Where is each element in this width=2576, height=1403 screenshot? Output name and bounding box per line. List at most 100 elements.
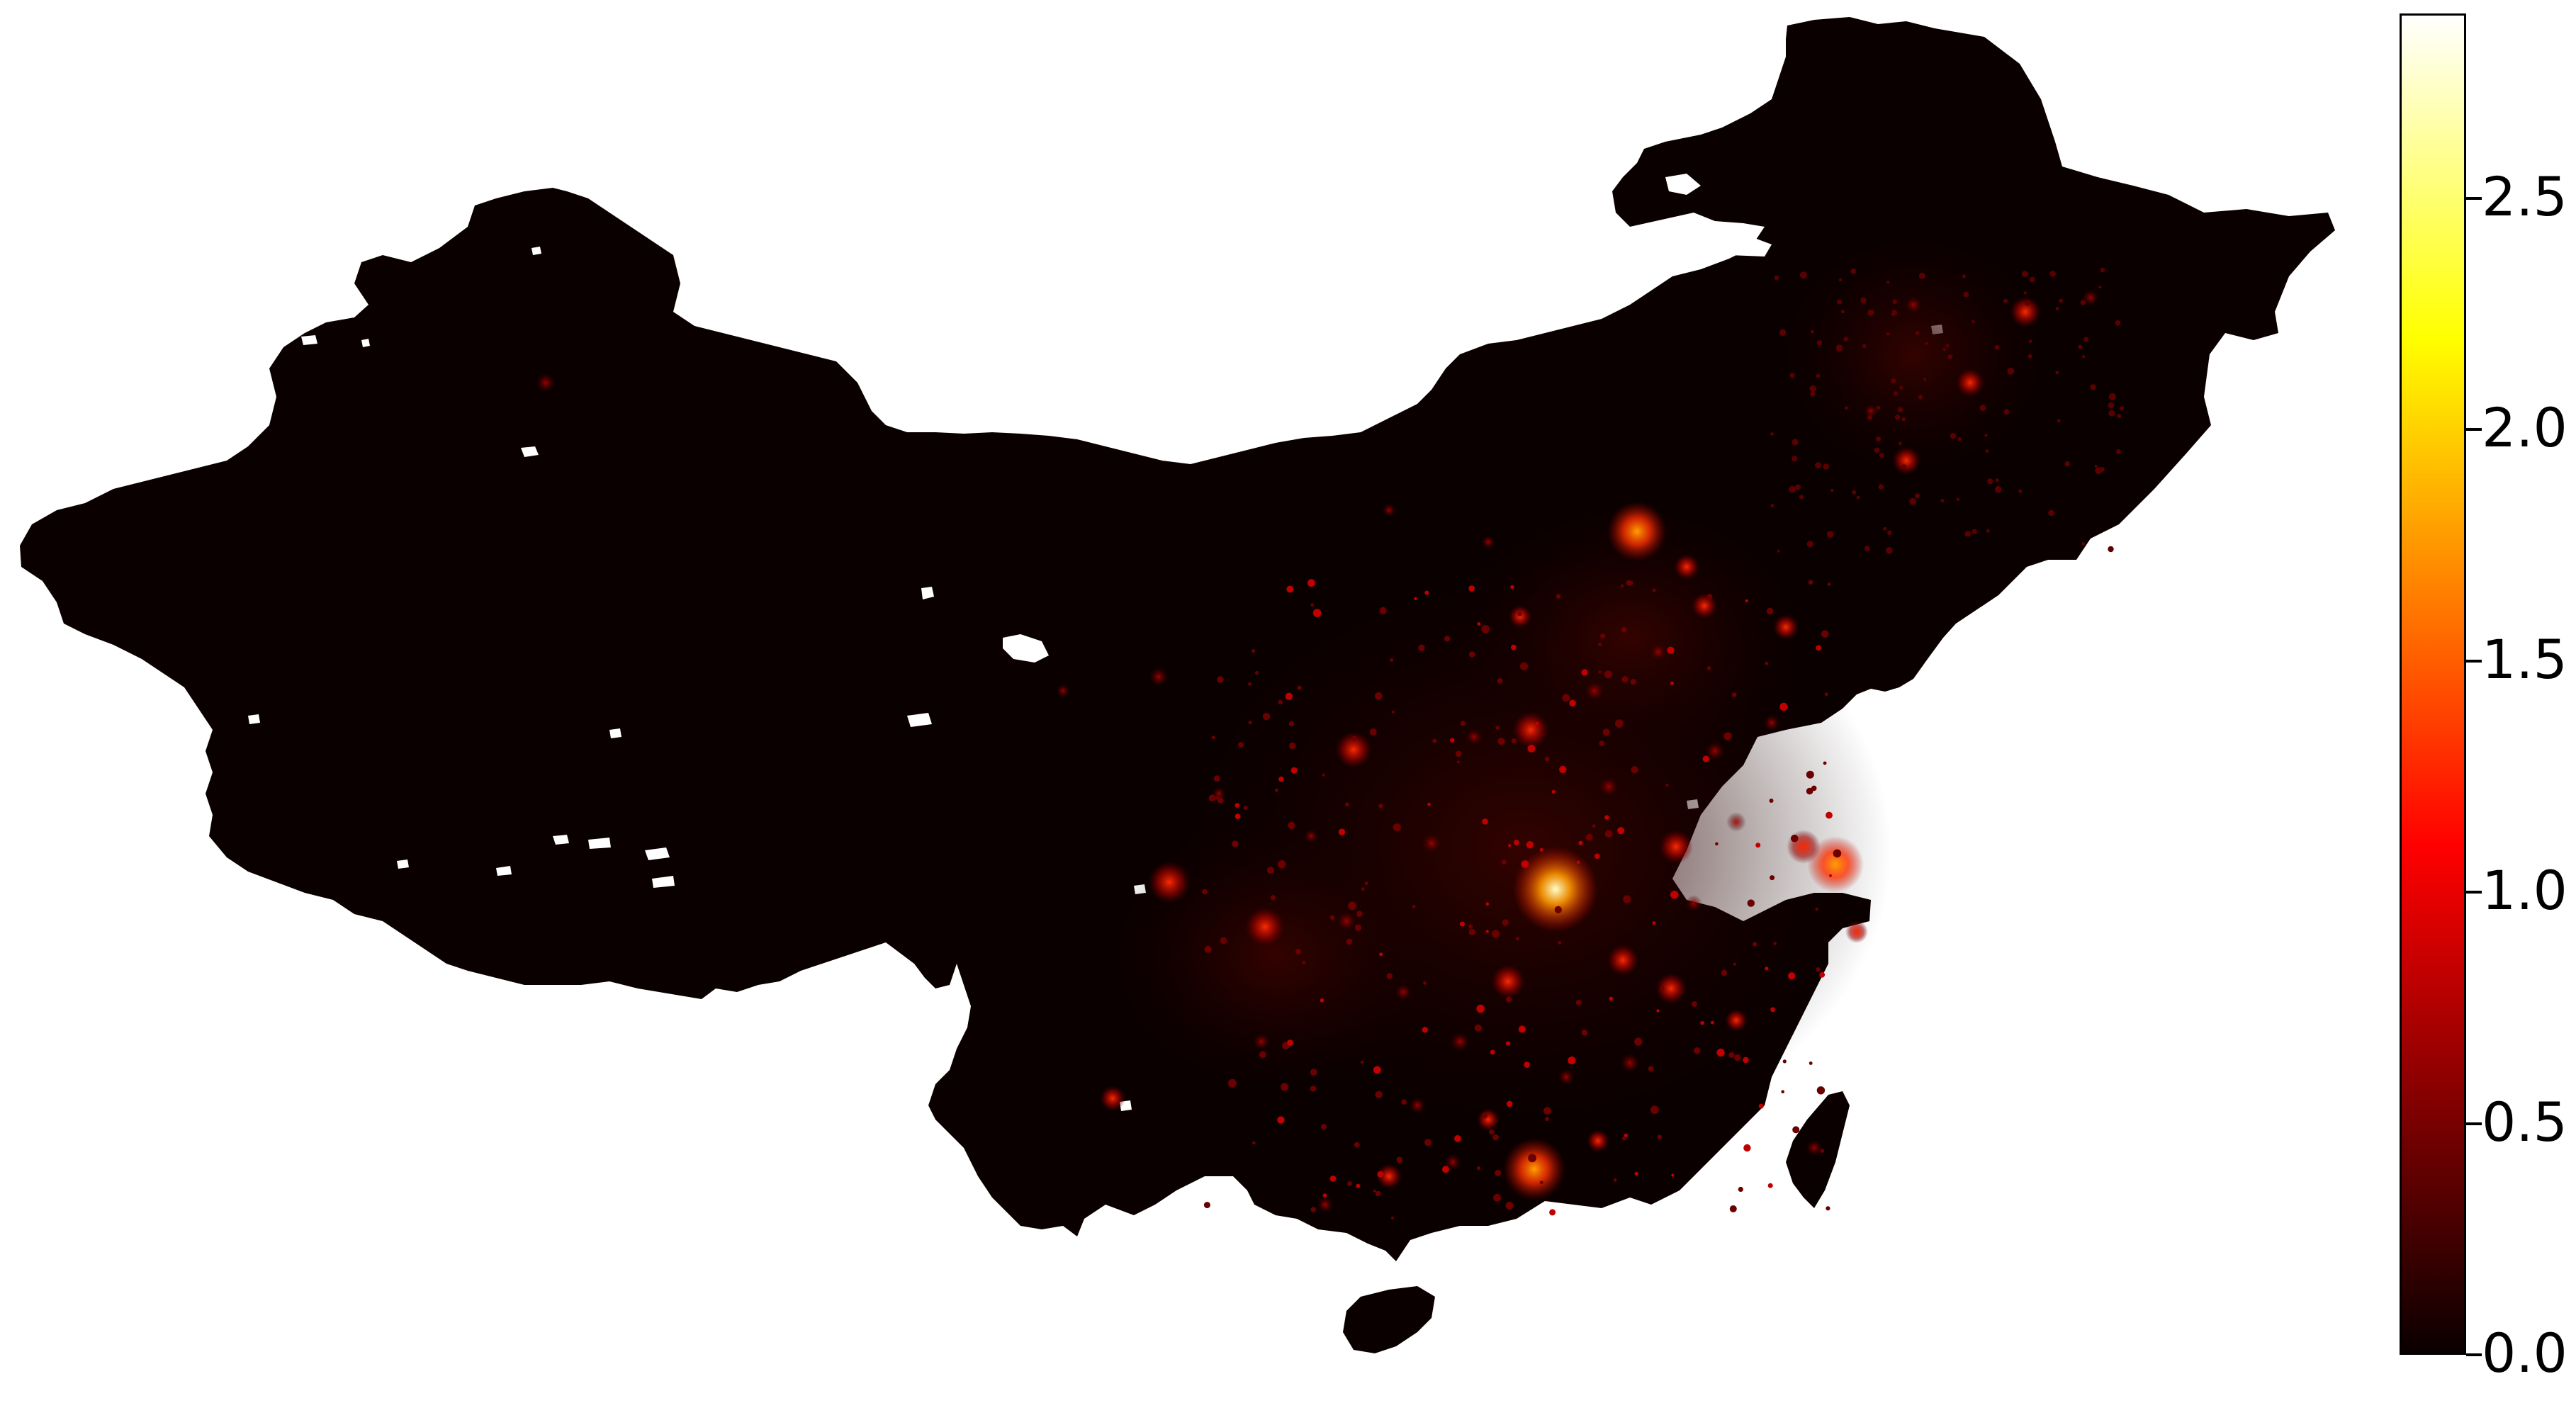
settlement-dot [1670,891,1679,899]
settlement-dot [1290,767,1298,774]
settlement-dot [1227,1078,1237,1088]
settlement-dot [2028,339,2032,343]
liaodong-peninsula [1818,507,1906,574]
settlement-dot [1782,1059,1787,1064]
city-hotspot [1807,836,1864,893]
settlement-dot [2108,393,2116,400]
mainland-land [20,17,2335,1261]
settlement-dot [1599,740,1604,746]
settlement-dot [1289,742,1296,750]
settlement-dot [1243,806,1248,810]
settlement-dot [1468,924,1473,929]
settlement-dot [2057,419,2061,423]
settlement-dot [1808,580,1813,585]
colorbar-tick-label: 1.5 [2482,627,2567,691]
settlement-dot [1288,721,1295,727]
settlement-dot [1213,775,1220,782]
settlement-dot [1545,1117,1549,1122]
settlement-dot [1745,599,1748,603]
settlement-dot [1781,1090,1784,1093]
settlement-dot [1652,921,1656,925]
settlement-dot [1609,996,1614,1001]
settlement-dot [1476,1004,1485,1013]
settlement-dot [1879,453,1884,458]
settlement-dot [1432,738,1437,743]
city-hotspot [1409,1097,1426,1114]
settlement-dot [1377,1171,1384,1178]
settlement-dot [1984,434,1988,437]
settlement-dot [1375,1091,1383,1099]
settlement-dot [1623,895,1631,903]
settlement-dot [1964,531,1971,537]
settlement-dot [1346,938,1353,945]
settlement-dot [2094,464,2098,468]
settlement-dot [1543,1107,1551,1115]
colorbar-tick [2466,1353,2482,1356]
settlement-dot [1721,969,1728,976]
settlement-dot [1442,1166,1449,1173]
settlement-dot [1373,1189,1376,1193]
settlement-dot [1743,1057,1749,1064]
settlement-dot [1220,937,1227,945]
settlement-dot [1835,344,1843,352]
settlement-dot [1278,776,1284,782]
city-hotspot [1395,984,1412,1001]
settlement-dot [1320,998,1324,1003]
city-hotspot [1659,830,1693,864]
settlement-dot [1816,967,1821,972]
settlement-dot [1652,588,1656,592]
settlement-dot [1852,490,1857,495]
settlement-dot [2003,298,2008,303]
city-hotspot [1599,777,1619,796]
settlement-dot [1329,1176,1337,1182]
settlement-dot [1665,783,1669,787]
settlement-dot [1559,765,1567,774]
settlement-dot [1811,329,1814,334]
settlement-dot [1211,736,1215,740]
settlement-dot [1558,940,1562,945]
settlement-dot [1850,269,1857,274]
city-hotspot [1512,711,1549,748]
settlement-dot [1379,607,1387,615]
city-hotspot [1477,1108,1500,1131]
settlement-dot [1492,930,1500,938]
settlement-dot [1747,899,1755,907]
settlement-dot [1660,986,1665,991]
settlement-dot [1634,1171,1638,1176]
settlement-dot [1972,320,1975,324]
settlement-dot [1302,961,1306,964]
settlement-dot [1816,1086,1826,1095]
settlement-dot [1497,678,1503,684]
settlement-dot [1506,1041,1511,1046]
settlement-dot [1360,1060,1364,1064]
settlement-dot [1396,1156,1403,1163]
city-hotspot [1149,667,1169,687]
settlement-dot [1766,607,1774,615]
settlement-dot [1914,493,1920,499]
settlement-dot [1788,972,1796,980]
settlement-dot [2048,509,2055,517]
settlement-dot [1424,1139,1432,1146]
settlement-dot [1450,738,1455,743]
settlement-dot [1856,495,1860,500]
settlement-dot [1947,354,1953,360]
settlement-dot [2059,298,2064,303]
city-hotspot [1607,502,1667,561]
city-hotspot [1655,973,1687,1004]
settlement-dot [1765,967,1769,971]
city-hotspot [1056,684,1070,698]
settlement-dot [1799,495,1804,500]
settlement-dot [1810,391,1816,397]
settlement-dot [1995,478,1999,483]
settlement-dot [2108,402,2115,409]
city-hotspot [1692,593,1717,619]
settlement-dot [1860,297,1867,303]
settlement-dot [1918,395,1923,400]
settlement-dot [1777,549,1780,553]
settlement-dot [1481,625,1490,633]
settlement-dot [1575,999,1582,1005]
settlement-dot [1894,415,1901,420]
city-hotspot [1245,907,1285,947]
settlement-dot [1521,860,1529,869]
settlement-dot [1510,585,1514,590]
